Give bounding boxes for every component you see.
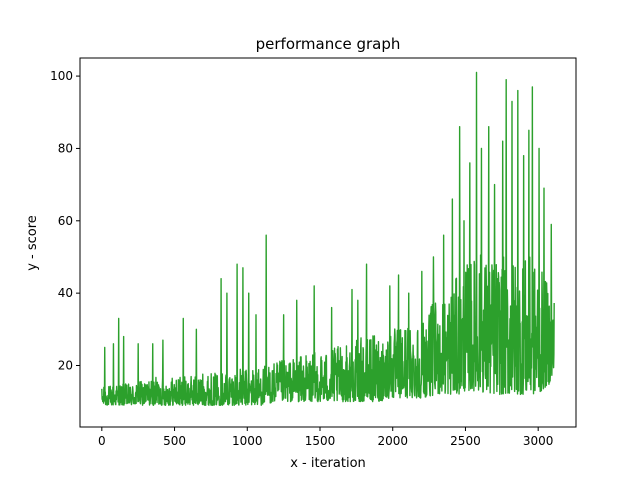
x-tick-label: 500 — [163, 434, 186, 448]
y-axis-label: y - score — [25, 215, 40, 271]
plot-frame — [79, 57, 577, 428]
y-tick-label: 100 — [50, 69, 73, 83]
x-tick-label: 2500 — [450, 434, 481, 448]
x-tick-label: 1500 — [305, 434, 336, 448]
y-tick-label: 20 — [58, 359, 73, 373]
x-tick-label: 3000 — [523, 434, 554, 448]
chart-title: performance graph — [256, 35, 401, 53]
y-tick-label: 40 — [58, 286, 73, 300]
y-tick-label: 60 — [58, 214, 73, 228]
series-line-score — [101, 71, 555, 406]
y-tick-label: 80 — [58, 141, 73, 155]
x-axis-label: x - iteration — [290, 456, 366, 471]
x-axis: 0 500 1000 1500 2000 2500 3000 — [98, 427, 553, 448]
plot-layer — [101, 71, 555, 406]
x-tick-label: 2000 — [377, 434, 408, 448]
x-tick-label: 1000 — [232, 434, 263, 448]
x-tick-label: 0 — [98, 434, 106, 448]
y-axis: 20 40 60 80 100 — [50, 69, 80, 373]
